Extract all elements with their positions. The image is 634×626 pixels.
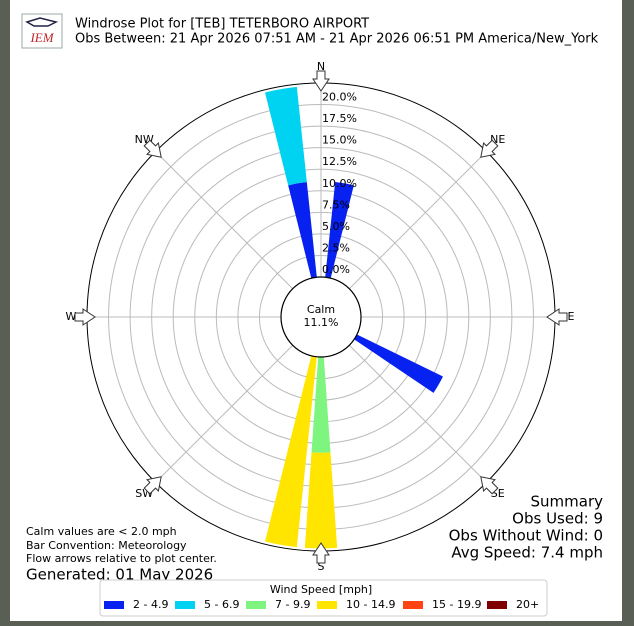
- y-tick-label: 15.0%: [322, 134, 357, 147]
- compass-label: E: [568, 310, 575, 323]
- note: Calm values are < 2.0 mph: [26, 525, 177, 538]
- y-tick-label: 7.5%: [322, 198, 350, 211]
- legend-label: 2 - 4.9: [133, 598, 168, 611]
- summary: Summary: [531, 493, 604, 511]
- note: Bar Convention: Meteorology: [26, 539, 187, 552]
- chart-title: Windrose Plot for [TEB] TETERBORO AIRPOR…: [75, 17, 369, 32]
- logo: IEM: [22, 14, 62, 48]
- chart-subtitle: Obs Between: 21 Apr 2026 07:51 AM - 21 A…: [75, 32, 599, 47]
- legend-label: 15 - 19.9: [432, 598, 481, 611]
- y-tick-label: 12.5%: [322, 155, 357, 168]
- summary: Obs Used: 9: [512, 510, 603, 528]
- legend-swatch: [104, 601, 124, 609]
- legend-swatch: [403, 601, 423, 609]
- legend-label: 7 - 9.9: [275, 598, 310, 611]
- y-tick-label: 17.5%: [322, 112, 357, 125]
- calm-value: 11.1%: [304, 316, 339, 329]
- y-tick-label: 0.0%: [322, 263, 350, 276]
- legend-label: 20+: [516, 598, 539, 611]
- y-tick-label: 2.5%: [322, 241, 350, 254]
- calm-label: Calm: [307, 303, 335, 316]
- note: Flow arrows relative to plot center.: [26, 552, 217, 565]
- legend-swatch: [487, 601, 507, 609]
- legend-label: 5 - 6.9: [204, 598, 239, 611]
- y-tick-label: 20.0%: [322, 91, 357, 104]
- chart: IEM Windrose Plot for [TEB] TETERBORO AI…: [0, 0, 634, 626]
- legend-swatch: [246, 601, 266, 609]
- legend-title: Wind Speed [mph]: [270, 583, 372, 596]
- legend-label: 10 - 14.9: [346, 598, 395, 611]
- legend-swatch: [317, 601, 337, 609]
- logo-text: IEM: [29, 30, 54, 45]
- y-tick-label: 10.0%: [322, 177, 357, 190]
- summary: Obs Without Wind: 0: [449, 527, 603, 545]
- page: {"chart_data": {"type": "windrose", "tit…: [0, 0, 634, 626]
- summary: Avg Speed: 7.4 mph: [451, 544, 603, 562]
- legend-swatch: [175, 601, 195, 609]
- y-tick-label: 5.0%: [322, 220, 350, 233]
